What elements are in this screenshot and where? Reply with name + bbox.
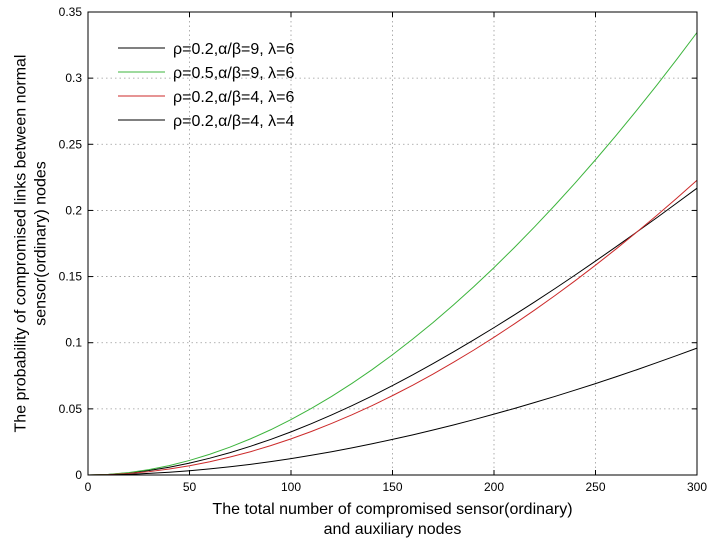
x-tick-label: 150: [382, 480, 402, 494]
x-axis-title-line-2: and auxiliary nodes: [324, 521, 462, 538]
series-line-3: [87, 179, 698, 476]
y-tick-label: 0.3: [65, 71, 82, 85]
y-axis-title-line-2: sensor(ordinary) nodes: [33, 161, 50, 326]
series-line-1: [87, 187, 698, 476]
legend: ρ=0.2,α/β=9, λ=6 ρ=0.5,α/β=9, λ=6 ρ=0.2,α/…: [118, 41, 295, 130]
x-tick-label: 0: [85, 480, 92, 494]
x-axis-title-line-1: The total number of compromised sensor(o…: [212, 501, 572, 518]
y-tick-label: 0.05: [59, 402, 83, 416]
series-line-2: [87, 32, 698, 476]
legend-label-4: ρ=0.2,α/β=4, λ=4: [173, 113, 295, 130]
y-tick-label: 0.2: [65, 203, 82, 217]
y-tick-label: 0.35: [59, 5, 83, 19]
y-axis-title-line-1: The probability of compromised links bet…: [13, 55, 30, 433]
y-tick-label: 0.1: [65, 336, 82, 350]
axis-ticks: 0 50 100 150 200 250 300 0 0.05 0.1 0.15 0.2 0.25 0.3…: [59, 5, 708, 494]
legend-label-2: ρ=0.5,α/β=9, λ=6: [173, 65, 295, 82]
legend-label-1: ρ=0.2,α/β=9, λ=6: [173, 41, 295, 58]
x-tick-label: 250: [585, 480, 605, 494]
y-tick-label: 0.25: [59, 137, 83, 151]
x-tick-label: 200: [484, 480, 504, 494]
y-tick-label: 0: [75, 468, 82, 482]
grid: [88, 12, 697, 475]
y-tick-label: 0.15: [59, 270, 83, 284]
legend-label-3: ρ=0.2,α/β=4, λ=6: [173, 89, 295, 106]
series-line-4: [87, 347, 698, 476]
x-tick-label: 300: [687, 480, 707, 494]
x-tick-label: 50: [183, 480, 197, 494]
series-lines: [87, 32, 698, 476]
x-tick-label: 100: [281, 480, 301, 494]
